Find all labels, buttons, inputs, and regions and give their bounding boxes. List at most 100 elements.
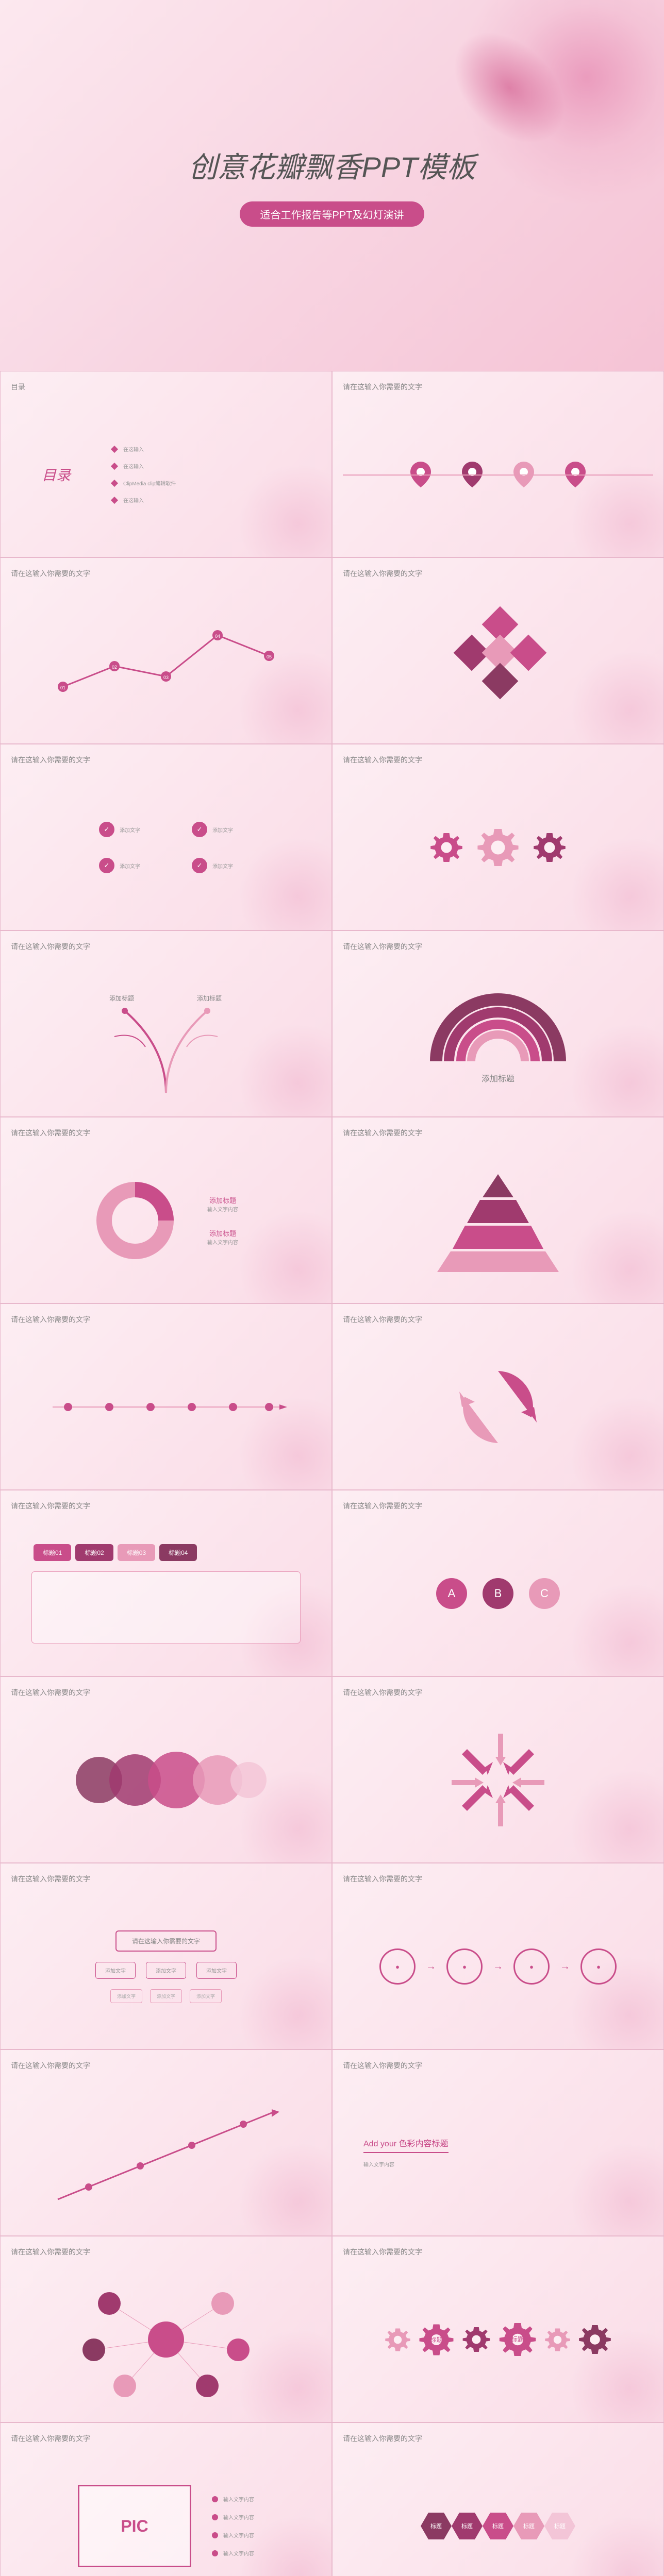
slide-org: 请在这输入你需要的文字 请在这输入你需要的文字 添加文字 添加文字 添加文字 添…	[0, 1863, 332, 2049]
bullet-icon	[111, 496, 118, 503]
donut-chart	[94, 1179, 176, 1262]
overlap-circles	[63, 1739, 269, 1821]
slide-process: 请在这输入你需要的文字 ● → ● → ● → ●	[332, 1863, 664, 2049]
slide-radial: 请在这输入你需要的文字	[0, 2236, 332, 2422]
donut-label: 添加标题	[207, 1195, 238, 1205]
slide-line-chart: 请在这输入你需要的文字 01 02 03 04 05	[0, 557, 332, 744]
check-icon: ✓	[192, 858, 207, 873]
line-chart: 01 02 03 04 05	[37, 609, 295, 713]
svg-text:标题: 标题	[430, 2336, 442, 2343]
slide-pic: 请在这输入你需要的文字 PIC 输入文字内容 输入文字内容 输入文字内容 输入文…	[0, 2422, 332, 2576]
slide-arrows-inward: 请在这输入你需要的文字	[332, 1676, 664, 1863]
slide-header: 请在这输入你需要的文字	[11, 1501, 321, 1511]
svg-text:添加标题: 添加标题	[197, 995, 222, 1002]
slide-pins: 请在这输入你需要的文字	[332, 371, 664, 557]
tab-button[interactable]: 标题04	[159, 1544, 197, 1561]
slide-gears: 请在这输入你需要的文字	[332, 744, 664, 930]
dot-icon	[212, 2550, 218, 2556]
gear-icon	[475, 824, 521, 871]
svg-text:05: 05	[267, 654, 272, 659]
slide-branch: 请在这输入你需要的文字 添加标题 添加标题	[0, 930, 332, 1117]
org-leaf: 添加文字	[190, 1989, 222, 2003]
arrow-icon: →	[426, 1961, 436, 1973]
svg-text:03: 03	[163, 675, 169, 680]
slide-header: 请在这输入你需要的文字	[11, 568, 321, 579]
gear-icon	[384, 2326, 412, 2354]
slide-gears-many: 请在这输入你需要的文字 标题 标题	[332, 2236, 664, 2422]
gear-icon	[543, 2326, 572, 2354]
donut-label: 添加标题	[207, 1228, 238, 1238]
pic-item: 输入文字内容	[223, 2513, 254, 2521]
slide-header: 请在这输入你需要的文字	[11, 1128, 321, 1138]
toc-label: 目录	[42, 464, 71, 485]
process-circle: ●	[446, 1948, 483, 1985]
gear-icon: 标题	[497, 2319, 538, 2360]
tab-button[interactable]: 标题01	[34, 1544, 71, 1561]
slide-timeline: 请在这输入你需要的文字	[0, 1303, 332, 1490]
toc-item: 在这输入	[123, 496, 144, 504]
dot-icon	[212, 2496, 218, 2502]
check-icon: ✓	[192, 822, 207, 837]
dot-icon	[212, 2514, 218, 2520]
toc-item: 在这输入	[123, 445, 144, 453]
slide-header: 请在这输入你需要的文字	[11, 1874, 321, 1884]
slide-header: 请在这输入你需要的文字	[343, 2247, 653, 2257]
arrows-inward	[436, 1718, 560, 1842]
slide-toc: 目录 目录 在这输入 在这输入 ClipMedia clip编辑软件 在这输入	[0, 371, 332, 557]
slide-header: 请在这输入你需要的文字	[343, 1874, 653, 1884]
slide-letters: 请在这输入你需要的文字 A B C	[332, 1490, 664, 1676]
letter-badge: A	[436, 1578, 467, 1609]
process-circle: ●	[379, 1948, 416, 1985]
slide-header: 请在这输入你需要的文字	[11, 1314, 321, 1325]
process-circle: ●	[580, 1948, 617, 1985]
slide-diamonds: 请在这输入你需要的文字	[332, 557, 664, 744]
donut-desc: 输入文字内容	[207, 1238, 238, 1246]
hex-icon: 标题	[483, 2513, 513, 2539]
org-node: 添加文字	[146, 1962, 186, 1979]
svg-text:01: 01	[60, 685, 65, 690]
slide-header: 请在这输入你需要的文字	[11, 2433, 321, 2444]
svg-text:02: 02	[112, 665, 117, 670]
slide-header: 请在这输入你需要的文字	[343, 1314, 653, 1325]
gear-icon	[428, 829, 464, 866]
org-node: 添加文字	[95, 1962, 136, 1979]
slide-header: 目录	[11, 382, 321, 392]
hex-icon: 标题	[513, 2513, 544, 2539]
pic-item: 输入文字内容	[223, 2549, 254, 2557]
slide-hex: 请在这输入你需要的文字 标题 标题 标题 标题 标题	[332, 2422, 664, 2576]
check-icon: ✓	[99, 858, 114, 873]
hex-icon: 标题	[452, 2513, 483, 2539]
gear-icon	[461, 2324, 492, 2355]
slide-header: 请在这输入你需要的文字	[343, 1128, 653, 1138]
tab-button[interactable]: 标题02	[75, 1544, 113, 1561]
svg-text:添加标题: 添加标题	[109, 995, 134, 1002]
org-root: 请在这输入你需要的文字	[115, 1930, 217, 1952]
hero-title: 创意花瓣飘香PPT模板	[189, 144, 476, 186]
slide-tabs: 请在这输入你需要的文字 标题01 标题02 标题03 标题04	[0, 1490, 332, 1676]
pyramid-chart	[431, 1169, 565, 1272]
check-label: 添加文字	[120, 826, 140, 834]
diamond-icon	[510, 635, 547, 671]
slide-grid: 目录 目录 在这输入 在这输入 ClipMedia clip编辑软件 在这输入 …	[0, 371, 664, 2576]
slide-header: 请在这输入你需要的文字	[11, 1687, 321, 1698]
tab-button[interactable]: 标题03	[118, 1544, 155, 1561]
arrow-icon: →	[493, 1961, 503, 1973]
letter-badge: C	[529, 1578, 560, 1609]
slide-header: 请在这输入你需要的文字	[11, 755, 321, 765]
slide-checks: 请在这输入你需要的文字 ✓添加文字 ✓添加文字 ✓添加文字 ✓添加文字	[0, 744, 332, 930]
diagonal-chart	[37, 2096, 295, 2210]
toc-item: ClipMedia clip编辑软件	[123, 479, 176, 487]
diamond-icon	[482, 663, 519, 700]
hex-icon: 标题	[544, 2513, 575, 2539]
slide-header: 请在这输入你需要的文字	[343, 1687, 653, 1698]
org-leaf: 添加文字	[150, 1989, 182, 2003]
arc-chart	[421, 984, 575, 1066]
gear-icon	[532, 829, 568, 866]
org-node: 添加文字	[196, 1962, 237, 1979]
pic-frame: PIC	[78, 2485, 191, 2567]
process-circle: ●	[513, 1948, 550, 1985]
slide-pyramid: 请在这输入你需要的文字	[332, 1117, 664, 1303]
tab-content	[31, 1571, 301, 1643]
text-body: 输入文字内容	[363, 2161, 394, 2170]
slide-donut: 请在这输入你需要的文字 添加标题输入文字内容 添加标题输入文字内容	[0, 1117, 332, 1303]
